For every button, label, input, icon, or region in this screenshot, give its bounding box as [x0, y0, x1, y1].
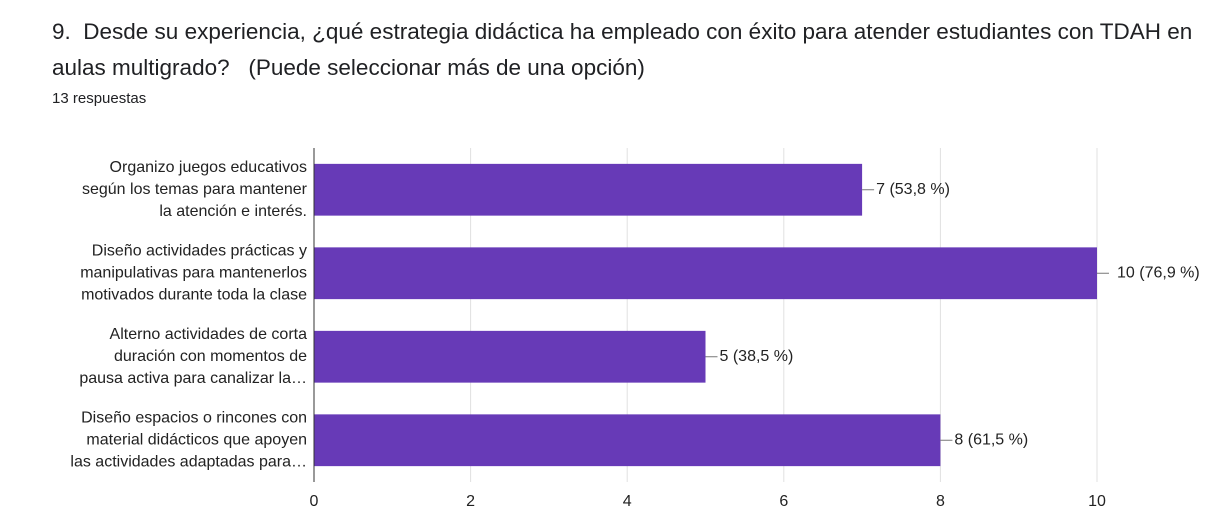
data-label: 5 (38,5 %) [720, 348, 794, 365]
y-tick-label: pausa activa para canalizar la… [79, 370, 307, 387]
bar [314, 330, 706, 383]
response-count: 13 respuestas [52, 90, 147, 107]
x-tick-label: 10 [1088, 493, 1106, 510]
x-tick-label: 8 [936, 493, 945, 510]
x-tick-label: 0 [310, 493, 319, 510]
question-title: 9. Desde su experiencia, ¿qué estrategia… [52, 19, 1199, 80]
bar [314, 163, 863, 216]
bar [314, 414, 941, 467]
bar [314, 247, 1097, 300]
y-tick-label: manipulativas para mantenerlos [80, 264, 307, 281]
data-label: 7 (53,8 %) [876, 181, 950, 198]
x-tick-label: 6 [779, 493, 788, 510]
y-tick-label: las actividades adaptadas para… [70, 453, 307, 470]
x-tick-label: 4 [623, 493, 632, 510]
y-tick-label: la atención e interés. [159, 203, 307, 220]
y-tick-label: motivados durante toda la clase [81, 286, 307, 303]
data-label: 10 (76,9 %) [1117, 264, 1200, 281]
y-tick-label: Alterno actividades de corta [110, 326, 308, 343]
x-tick-label: 2 [466, 493, 475, 510]
y-tick-label: Diseño actividades prácticas y [92, 242, 307, 259]
data-label: 8 (61,5 %) [954, 431, 1028, 448]
y-tick-label: según los temas para mantener [82, 181, 308, 198]
y-tick-label: material didácticos que apoyen [86, 431, 307, 448]
y-tick-label: Diseño espacios o rincones con [81, 409, 307, 426]
y-tick-label: Organizo juegos educativos [110, 159, 307, 176]
y-tick-label: duración con momentos de [114, 348, 307, 365]
